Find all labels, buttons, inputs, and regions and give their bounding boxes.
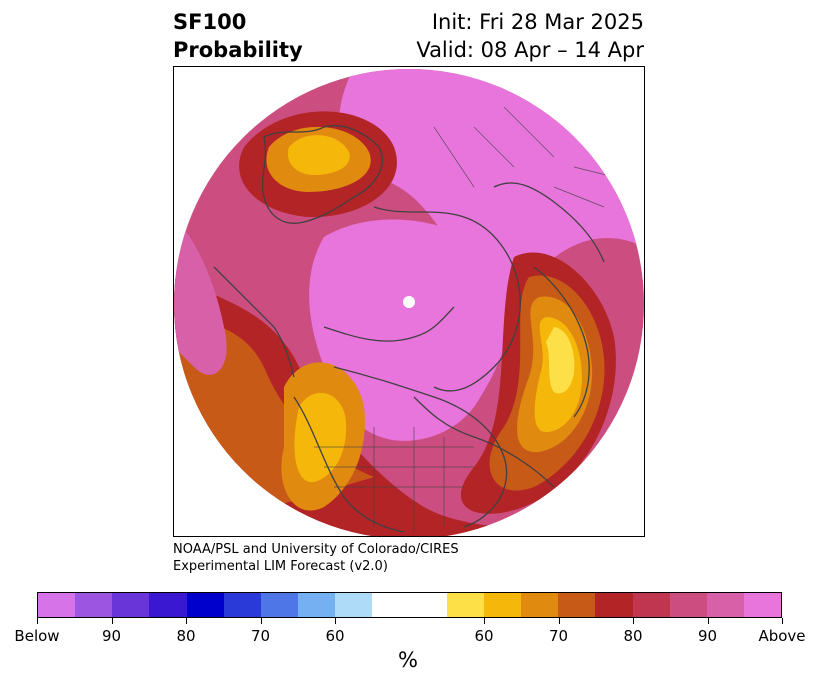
colorbar-tick-label: 70 xyxy=(250,627,271,645)
colorbar-swatch xyxy=(409,593,447,617)
coastline-outlines xyxy=(213,125,605,533)
map-region-east-peak xyxy=(546,327,575,394)
valid-dates: Valid: 08 Apr – 14 Apr xyxy=(416,38,644,62)
colorbar-tick xyxy=(186,618,187,624)
forecast-dates: Init: Fri 28 Mar 2025 Valid: 08 Apr – 14… xyxy=(416,8,644,64)
credit-line-1: NOAA/PSL and University of Colorado/CIRE… xyxy=(173,542,459,557)
colorbar-tick-label: 80 xyxy=(623,627,643,645)
colorbar-tick xyxy=(558,618,560,624)
title-line-2: Probability xyxy=(173,38,303,62)
colorbar-swatch xyxy=(260,593,299,617)
map-region-west-lobe xyxy=(174,217,227,375)
init-date: Init: Fri 28 Mar 2025 xyxy=(431,10,644,34)
colorbar-swatch xyxy=(632,593,670,617)
colorbar-tick xyxy=(707,618,709,624)
colorbar-tick-label: Above xyxy=(758,627,806,645)
colorbar-tick-label: 70 xyxy=(548,627,569,645)
colorbar-swatch xyxy=(372,593,410,617)
colorbar-swatch xyxy=(483,593,522,617)
colorbar-tick xyxy=(335,618,336,624)
map-region-arctic-center xyxy=(309,219,512,441)
colorbar xyxy=(37,592,782,618)
colorbar-swatch xyxy=(595,593,633,617)
colorbar-swatch xyxy=(38,593,76,617)
colorbar-tick-label: 90 xyxy=(697,627,718,645)
title-line-1: SF100 xyxy=(173,10,247,34)
colorbar-swatch xyxy=(558,593,596,617)
map-credit: NOAA/PSL and University of Colorado/CIRE… xyxy=(173,541,459,575)
colorbar-swatch xyxy=(446,593,484,617)
colorbar-tick xyxy=(260,618,262,624)
colorbar-tick xyxy=(37,618,38,624)
colorbar-swatch xyxy=(149,593,187,617)
colorbar-tick xyxy=(633,618,634,624)
colorbar-swatch xyxy=(298,593,336,617)
colorbar-swatch xyxy=(186,593,224,617)
colorbar-tick xyxy=(484,618,485,624)
colorbar-tick-label: 80 xyxy=(176,627,196,645)
colorbar-swatch xyxy=(743,593,782,617)
colorbar-units: % xyxy=(398,648,418,672)
colorbar-swatch xyxy=(669,593,707,617)
map-panel xyxy=(173,66,645,537)
credit-line-2: Experimental LIM Forecast (v2.0) xyxy=(173,559,388,574)
colorbar-tick-label: 90 xyxy=(101,627,122,645)
colorbar-tick-label: Below xyxy=(14,627,60,645)
north-pole-marker xyxy=(403,296,415,308)
colorbar-swatch xyxy=(112,593,150,617)
map-region-europe-core xyxy=(287,135,350,175)
colorbar-swatch xyxy=(521,593,559,617)
probability-map xyxy=(174,69,644,536)
colorbar-tick xyxy=(782,618,783,624)
colorbar-swatch xyxy=(223,593,261,617)
map-region-north-america-core xyxy=(294,392,347,483)
map-title: SF100 Probability xyxy=(173,8,303,64)
colorbar-tick-label: 60 xyxy=(325,627,345,645)
colorbar-tick-label: 60 xyxy=(474,627,494,645)
colorbar-swatch xyxy=(75,593,113,617)
colorbar-tick xyxy=(111,618,113,624)
colorbar-swatch xyxy=(335,593,373,617)
border-outlines xyxy=(314,106,615,532)
colorbar-swatch xyxy=(706,593,744,617)
